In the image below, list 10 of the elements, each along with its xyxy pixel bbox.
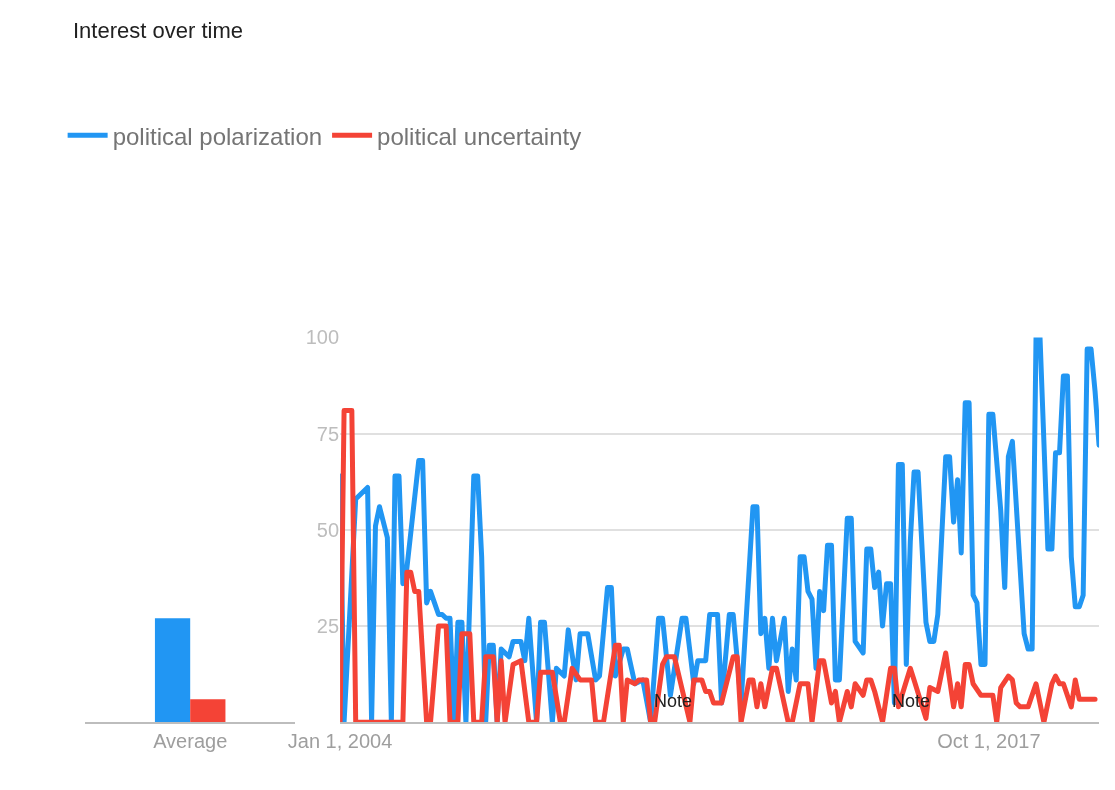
- legend-label: political polarization: [112, 122, 323, 150]
- legend-label: political uncertainty: [377, 122, 582, 150]
- y-tick-label: 75: [316, 422, 340, 445]
- chart-title: Interest over time: [73, 18, 243, 43]
- y-tick-label: 50: [316, 518, 340, 541]
- y-tick-label: 25: [316, 615, 340, 638]
- x-tick-label: Average: [153, 730, 228, 753]
- x-tick-label: Oct 1, 2017: [937, 730, 1041, 753]
- x-tick-label: Jan 1, 2004: [287, 730, 393, 753]
- y-tick-label: 100: [305, 326, 340, 349]
